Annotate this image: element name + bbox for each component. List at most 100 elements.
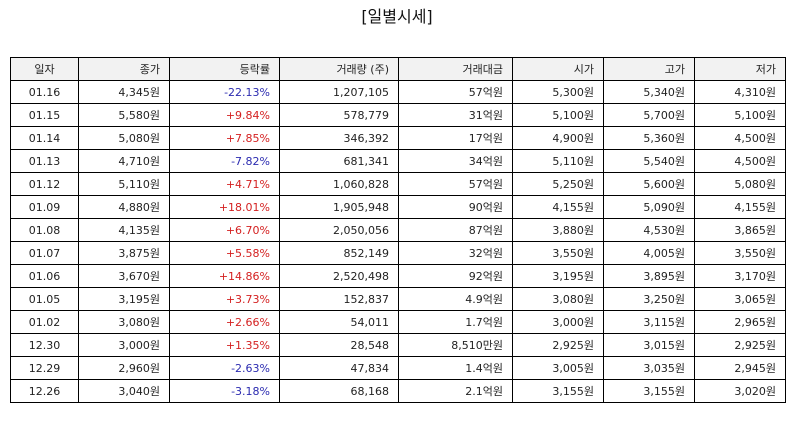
cell-date: 01.15 bbox=[10, 103, 79, 127]
cell-open: 5,110원 bbox=[512, 149, 604, 173]
cell-volume: 152,837 bbox=[279, 287, 399, 311]
cell-close: 5,580원 bbox=[78, 103, 170, 127]
cell-amount: 32억원 bbox=[398, 241, 513, 265]
cell-close: 4,135원 bbox=[78, 218, 170, 242]
cell-low: 3,550원 bbox=[694, 241, 786, 265]
cell-amount: 8,510만원 bbox=[398, 333, 513, 357]
cell-date: 01.05 bbox=[10, 287, 79, 311]
cell-date: 01.09 bbox=[10, 195, 79, 219]
table-row: 12.30 3,000원 +1.35% 28,548 8,510만원 2,925원 3,01… bbox=[10, 333, 786, 357]
cell-high: 5,340원 bbox=[603, 80, 695, 104]
column-header-change: 등락률 bbox=[169, 57, 280, 81]
cell-high: 5,360원 bbox=[603, 126, 695, 150]
cell-close: 3,875원 bbox=[78, 241, 170, 265]
cell-low: 3,170원 bbox=[694, 264, 786, 288]
cell-volume: 578,779 bbox=[279, 103, 399, 127]
cell-high: 3,895원 bbox=[603, 264, 695, 288]
cell-date: 12.26 bbox=[10, 379, 79, 403]
cell-low: 3,065원 bbox=[694, 287, 786, 311]
cell-amount: 4.9억원 bbox=[398, 287, 513, 311]
cell-close: 5,080원 bbox=[78, 126, 170, 150]
cell-low: 2,965원 bbox=[694, 310, 786, 334]
cell-high: 5,600원 bbox=[603, 172, 695, 196]
cell-amount: 87억원 bbox=[398, 218, 513, 242]
cell-amount: 90억원 bbox=[398, 195, 513, 219]
cell-change: +2.66% bbox=[169, 310, 280, 334]
table-row: 01.16 4,345원 -22.13% 1,207,105 57억원 5,300원 5,3… bbox=[10, 80, 786, 104]
cell-close: 4,710원 bbox=[78, 149, 170, 173]
cell-open: 5,250원 bbox=[512, 172, 604, 196]
cell-change: +4.71% bbox=[169, 172, 280, 196]
cell-volume: 54,011 bbox=[279, 310, 399, 334]
cell-amount: 2.1억원 bbox=[398, 379, 513, 403]
table-row: 01.06 3,670원 +14.86% 2,520,498 92억원 3,195원 3,8… bbox=[10, 264, 786, 288]
cell-close: 2,960원 bbox=[78, 356, 170, 380]
cell-change: +14.86% bbox=[169, 264, 280, 288]
cell-volume: 1,905,948 bbox=[279, 195, 399, 219]
cell-high: 5,700원 bbox=[603, 103, 695, 127]
column-header-amount: 거래대금 bbox=[398, 57, 513, 81]
cell-date: 01.08 bbox=[10, 218, 79, 242]
cell-volume: 1,207,105 bbox=[279, 80, 399, 104]
cell-amount: 17억원 bbox=[398, 126, 513, 150]
cell-amount: 31억원 bbox=[398, 103, 513, 127]
table-row: 12.29 2,960원 -2.63% 47,834 1.4억원 3,005원 3,035원… bbox=[10, 356, 786, 380]
cell-date: 01.16 bbox=[10, 80, 79, 104]
cell-volume: 28,548 bbox=[279, 333, 399, 357]
cell-date: 01.02 bbox=[10, 310, 79, 334]
cell-amount: 1.7억원 bbox=[398, 310, 513, 334]
cell-high: 3,035원 bbox=[603, 356, 695, 380]
daily-price-table: 일자 종가 등락률 거래량 (주) 거래대금 시가 고가 저가 01.16 4,3… bbox=[10, 57, 786, 403]
cell-high: 3,015원 bbox=[603, 333, 695, 357]
cell-date: 01.12 bbox=[10, 172, 79, 196]
cell-close: 3,080원 bbox=[78, 310, 170, 334]
cell-change: +5.58% bbox=[169, 241, 280, 265]
cell-amount: 1.4억원 bbox=[398, 356, 513, 380]
cell-change: +7.85% bbox=[169, 126, 280, 150]
table-row: 01.12 5,110원 +4.71% 1,060,828 57억원 5,250원 5,60… bbox=[10, 172, 786, 196]
cell-close: 3,670원 bbox=[78, 264, 170, 288]
cell-open: 3,550원 bbox=[512, 241, 604, 265]
cell-date: 01.13 bbox=[10, 149, 79, 173]
cell-high: 5,090원 bbox=[603, 195, 695, 219]
cell-volume: 47,834 bbox=[279, 356, 399, 380]
cell-change: +9.84% bbox=[169, 103, 280, 127]
cell-low: 4,500원 bbox=[694, 126, 786, 150]
cell-change: -22.13% bbox=[169, 80, 280, 104]
cell-volume: 681,341 bbox=[279, 149, 399, 173]
cell-open: 3,155원 bbox=[512, 379, 604, 403]
cell-open: 2,925원 bbox=[512, 333, 604, 357]
cell-close: 3,040원 bbox=[78, 379, 170, 403]
cell-volume: 2,520,498 bbox=[279, 264, 399, 288]
column-header-date: 일자 bbox=[10, 57, 79, 81]
cell-change: +3.73% bbox=[169, 287, 280, 311]
cell-open: 3,080원 bbox=[512, 287, 604, 311]
cell-open: 3,005원 bbox=[512, 356, 604, 380]
cell-low: 3,865원 bbox=[694, 218, 786, 242]
cell-volume: 2,050,056 bbox=[279, 218, 399, 242]
table-row: 01.08 4,135원 +6.70% 2,050,056 87억원 3,880원 4,53… bbox=[10, 218, 786, 242]
cell-low: 4,310원 bbox=[694, 80, 786, 104]
cell-open: 3,195원 bbox=[512, 264, 604, 288]
table-row: 01.07 3,875원 +5.58% 852,149 32억원 3,550원 4,005원… bbox=[10, 241, 786, 265]
cell-low: 2,945원 bbox=[694, 356, 786, 380]
cell-open: 4,155원 bbox=[512, 195, 604, 219]
cell-high: 3,115원 bbox=[603, 310, 695, 334]
cell-date: 12.30 bbox=[10, 333, 79, 357]
column-header-high: 고가 bbox=[603, 57, 695, 81]
cell-date: 12.29 bbox=[10, 356, 79, 380]
table-row: 01.09 4,880원 +18.01% 1,905,948 90억원 4,155원 5,0… bbox=[10, 195, 786, 219]
cell-low: 5,100원 bbox=[694, 103, 786, 127]
page-title: [일별시세] bbox=[361, 7, 433, 26]
table-row: 01.15 5,580원 +9.84% 578,779 31억원 5,100원 5,700원… bbox=[10, 103, 786, 127]
column-header-open: 시가 bbox=[512, 57, 604, 81]
cell-low: 4,500원 bbox=[694, 149, 786, 173]
cell-volume: 346,392 bbox=[279, 126, 399, 150]
cell-date: 01.07 bbox=[10, 241, 79, 265]
cell-change: -2.63% bbox=[169, 356, 280, 380]
cell-date: 01.14 bbox=[10, 126, 79, 150]
cell-high: 4,530원 bbox=[603, 218, 695, 242]
cell-amount: 57억원 bbox=[398, 172, 513, 196]
cell-change: -3.18% bbox=[169, 379, 280, 403]
